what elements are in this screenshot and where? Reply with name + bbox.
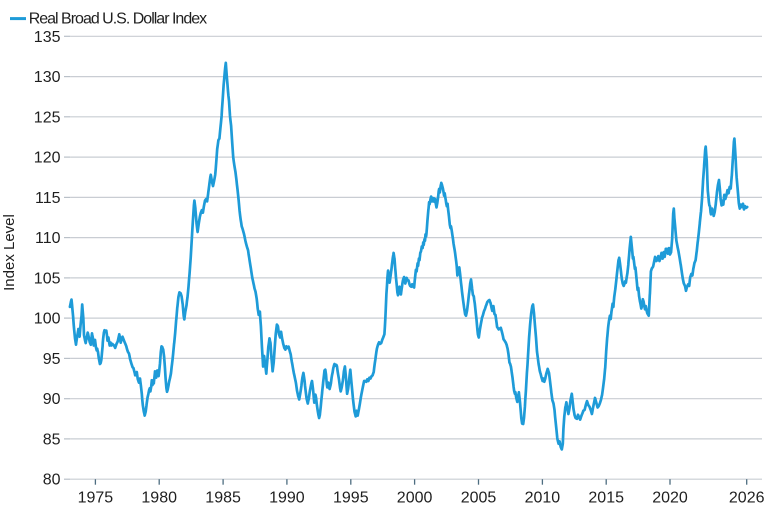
svg-text:100: 100 bbox=[34, 311, 61, 328]
svg-text:105: 105 bbox=[34, 270, 61, 287]
svg-text:2015: 2015 bbox=[588, 490, 624, 507]
svg-text:130: 130 bbox=[34, 69, 61, 86]
svg-text:2000: 2000 bbox=[397, 490, 433, 507]
svg-text:115: 115 bbox=[35, 190, 61, 207]
svg-text:80: 80 bbox=[43, 472, 61, 489]
svg-text:110: 110 bbox=[35, 230, 61, 247]
svg-text:135: 135 bbox=[34, 29, 61, 46]
svg-text:1985: 1985 bbox=[205, 490, 241, 507]
svg-text:2026: 2026 bbox=[729, 490, 765, 507]
svg-text:1995: 1995 bbox=[333, 490, 369, 507]
svg-text:2020: 2020 bbox=[652, 490, 688, 507]
svg-text:90: 90 bbox=[43, 391, 61, 408]
svg-text:120: 120 bbox=[34, 150, 61, 167]
svg-text:1975: 1975 bbox=[78, 490, 114, 507]
svg-text:2005: 2005 bbox=[461, 490, 497, 507]
svg-text:2010: 2010 bbox=[525, 490, 561, 507]
svg-text:Index Level: Index Level bbox=[1, 214, 18, 291]
svg-text:85: 85 bbox=[43, 431, 61, 448]
svg-text:1980: 1980 bbox=[141, 490, 177, 507]
svg-text:Real Broad U.S. Dollar Index: Real Broad U.S. Dollar Index bbox=[29, 11, 207, 28]
svg-text:125: 125 bbox=[34, 109, 61, 126]
svg-text:95: 95 bbox=[43, 351, 61, 368]
svg-text:1990: 1990 bbox=[269, 490, 305, 507]
